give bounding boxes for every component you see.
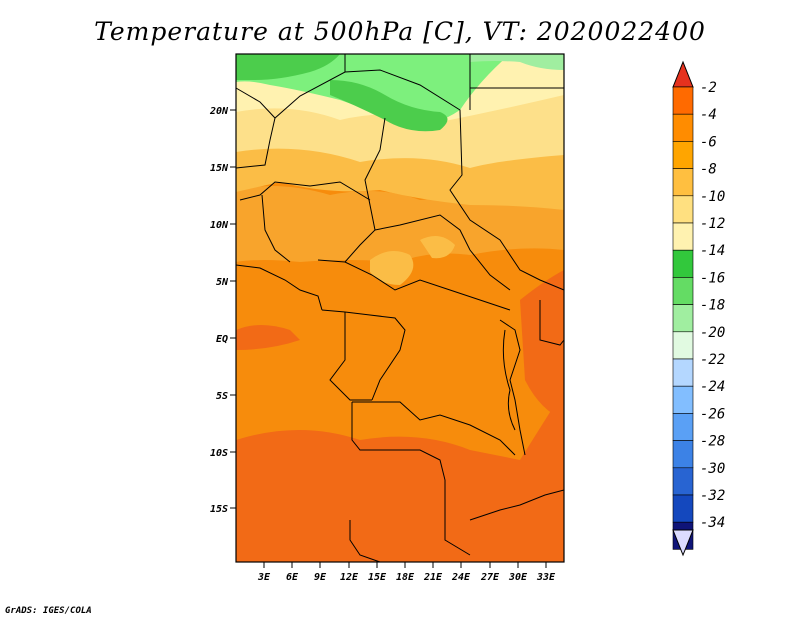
lon-label-6e: 6E — [286, 572, 299, 583]
lon-label-24e: 24E — [451, 572, 471, 583]
map-panel: 20N 15N 10N 5N EQ 5S 10S 15S 3E 6E 9E 12… — [209, 53, 565, 583]
colorbar-label: -32 — [700, 488, 725, 504]
border-line-10 — [321, 309, 406, 401]
colorbar-swatch — [672, 141, 694, 169]
colorbar-label: -24 — [700, 379, 725, 395]
colorbar-swatch — [672, 195, 694, 224]
field-cool-band — [236, 146, 564, 210]
colorbar-swatch — [672, 168, 694, 197]
field-cool-patch — [370, 251, 414, 285]
border-line-17 — [469, 489, 565, 521]
field-cooler-band — [236, 90, 564, 168]
border-line-14 — [351, 402, 471, 556]
political-borders — [235, 54, 565, 563]
colorbar-swatch — [672, 113, 694, 142]
colorbar-label: -28 — [700, 434, 725, 450]
field-green-west — [236, 54, 340, 80]
lon-label-3e: 3E — [257, 572, 271, 583]
lat-label-20n: 20N — [209, 106, 229, 117]
field-warm-east — [520, 270, 564, 420]
grads-credit: GrADS: IGES/COLA — [5, 606, 92, 616]
colorbar-label: -18 — [700, 298, 725, 314]
border-line-15 — [352, 401, 516, 456]
lat-label-10s: 10S — [210, 448, 228, 459]
colorbar-top-arrow — [672, 60, 694, 88]
colorbar: -2 -4 -6 -8 -10 -12 -14 -16 -18 -20 -22 -24 -26 -28 -3… — [672, 60, 725, 557]
colorbar-swatch — [672, 440, 694, 469]
colorbar-label: -26 — [700, 406, 725, 422]
colorbar-label: -8 — [700, 162, 717, 178]
lon-label-21e: 21E — [423, 572, 443, 583]
field-warm-patch — [236, 325, 300, 350]
colorbar-label: -10 — [700, 189, 725, 205]
colorbar-swatches — [672, 86, 694, 550]
colorbar-swatch — [672, 358, 694, 387]
border-line-9 — [374, 214, 511, 291]
colorbar-swatch — [672, 277, 694, 305]
colorbar-swatch — [672, 467, 694, 496]
temperature-field — [236, 54, 564, 562]
colorbar-label: -20 — [700, 325, 725, 341]
lake-outline — [502, 329, 516, 431]
colorbar-label: -30 — [700, 461, 725, 477]
colorbar-label: -6 — [700, 134, 717, 150]
colorbar-label: -16 — [700, 270, 725, 286]
field-green-pale — [470, 54, 564, 70]
lat-label-5s: 5S — [216, 391, 228, 402]
colorbar-label: -34 — [700, 515, 725, 531]
colorbar-swatch — [672, 222, 694, 251]
border-line-13 — [539, 300, 565, 346]
lon-label-15e: 15E — [368, 572, 387, 583]
field-warm-south — [236, 390, 564, 562]
colorbar-label: -22 — [700, 352, 725, 368]
lat-label-10n: 10N — [210, 220, 229, 231]
lat-axis: 20N 15N 10N 5N EQ 5S 10S 15S — [209, 106, 236, 515]
colorbar-label: -4 — [700, 107, 717, 123]
colorbar-swatch — [672, 385, 694, 414]
lat-label-5n: 5N — [216, 277, 229, 288]
lon-label-33e: 33E — [536, 572, 556, 583]
lat-label-15n: 15N — [210, 163, 229, 174]
border-line-4 — [344, 117, 386, 263]
lon-label-27e: 27E — [480, 572, 500, 583]
coastline-west — [235, 264, 323, 311]
lat-label-eq: EQ — [216, 334, 228, 345]
colorbar-swatch — [672, 331, 694, 360]
border-line-16 — [349, 520, 381, 563]
colorbar-swatch — [672, 494, 694, 523]
lon-label-12e: 12E — [340, 572, 359, 583]
border-line-7 — [261, 194, 291, 263]
lon-label-30e: 30E — [508, 572, 528, 583]
colorbar-bottom-arrow — [672, 529, 694, 557]
lon-label-9e: 9E — [314, 572, 327, 583]
border-line-8 — [317, 259, 511, 311]
lat-label-15s: 15S — [210, 504, 228, 515]
colorbar-swatch — [672, 86, 694, 115]
colorbar-swatch — [672, 413, 694, 441]
colorbar-labels: -2 -4 -6 -8 -10 -12 -14 -16 -18 -20 -22 -24 -26 -28 -3… — [700, 80, 725, 531]
field-cool-patch-2 — [420, 236, 455, 259]
border-line-12 — [499, 319, 526, 456]
map-frame — [235, 53, 565, 563]
border-line-11 — [329, 312, 372, 401]
border-line-6 — [239, 181, 371, 201]
border-line-3 — [469, 54, 564, 110]
lon-axis: 3E 6E 9E 12E 15E 18E 21E 24E 27E 30E 33E — [257, 562, 556, 583]
field-green-central — [330, 80, 448, 132]
colorbar-label: -2 — [700, 80, 717, 96]
colorbar-swatch — [672, 304, 694, 333]
border-line-1 — [235, 69, 565, 291]
colorbar-label: -12 — [700, 216, 725, 232]
border-line-5 — [235, 117, 276, 169]
colorbar-label: -14 — [700, 243, 725, 259]
lon-label-18e: 18E — [396, 572, 415, 583]
colorbar-swatch — [672, 249, 694, 278]
figure-title: Temperature at 500hPa [C], VT: 202002240… — [94, 17, 706, 46]
